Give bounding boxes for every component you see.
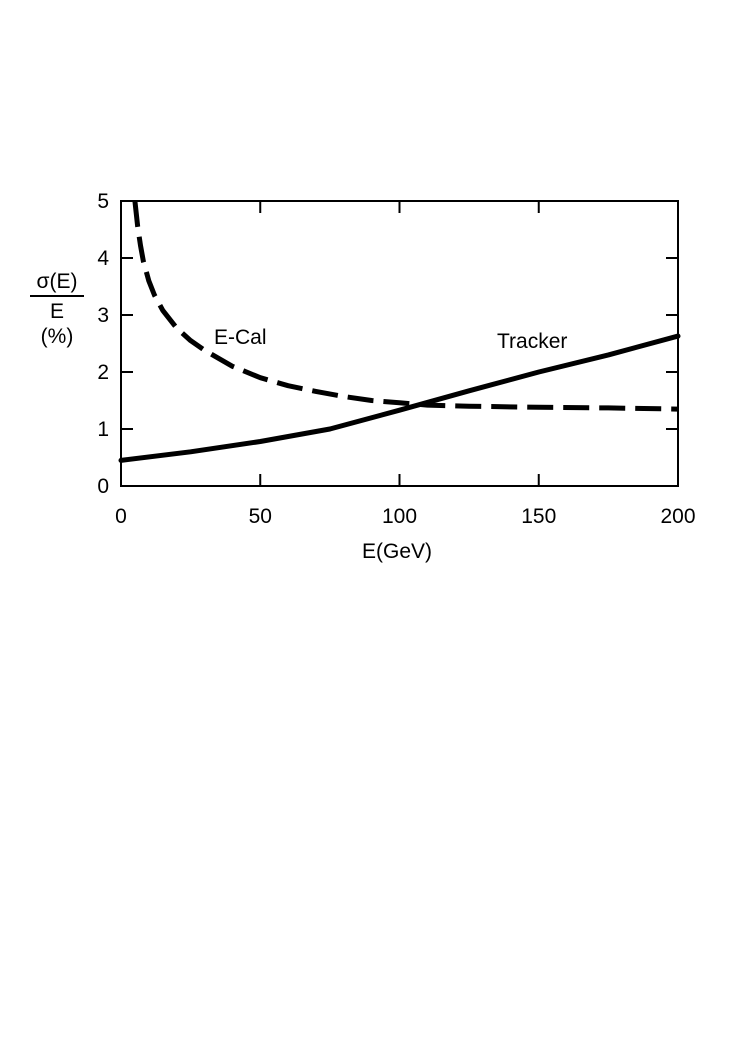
series-line-e-cal [132, 200, 679, 412]
plot-area [120, 200, 679, 487]
series-label-tracker: Tracker [497, 330, 567, 353]
series-label-ecal: E-Cal [214, 326, 267, 349]
y-tick-label: 1 [97, 418, 109, 441]
y-tick-label: 2 [97, 361, 109, 384]
y-tick-label: 5 [97, 190, 109, 213]
y-axis-label-unit: (%) [41, 325, 74, 348]
x-tick-label: 50 [249, 505, 272, 528]
x-tick-label: 200 [660, 505, 695, 528]
x-tick-label: 100 [382, 505, 417, 528]
y-axis-label-denominator: E [50, 300, 64, 323]
series-line-tracker [118, 333, 681, 463]
series-layer [118, 200, 681, 463]
y-tick-label: 4 [97, 247, 109, 270]
x-tick-label: 0 [115, 505, 127, 528]
plot-frame [120, 200, 679, 487]
y-tick-label: 3 [97, 304, 109, 327]
y-axis-label-numerator: σ(E) [37, 270, 78, 293]
x-axis-label: E(GeV) [362, 540, 432, 563]
y-tick-label: 0 [97, 475, 109, 498]
ticks: 0 50 100 150 200 0 1 2 3 4 5 [97, 190, 695, 528]
y-axis-label: σ(E) E (%) [30, 270, 84, 348]
x-tick-label: 150 [521, 505, 556, 528]
